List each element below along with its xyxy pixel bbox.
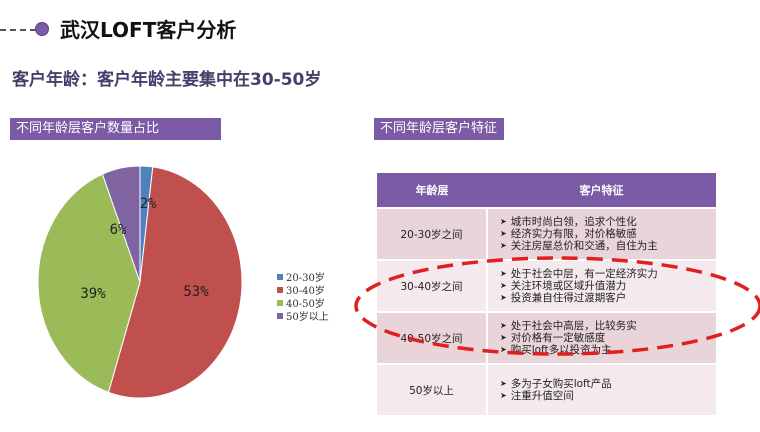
age-cell: 30-40岁之间 xyxy=(377,259,487,312)
header-bullet-dot xyxy=(35,22,49,36)
legend-swatch xyxy=(277,299,283,306)
header-age: 年龄层 xyxy=(377,173,487,208)
table-section-banner: 不同年龄层客户特征 xyxy=(374,118,504,140)
feature-text: 多为子女购买loft产品 xyxy=(510,378,612,390)
page-title: 武汉LOFT客户分析 xyxy=(60,18,237,42)
arrow-bullet-icon: ➤ xyxy=(500,217,507,226)
arrow-bullet-icon: ➤ xyxy=(500,345,507,354)
age-cell: 50岁以上 xyxy=(377,363,487,415)
feature-item: ➤ 购买loft多以投资为主 xyxy=(500,344,715,356)
pie-slice-3 xyxy=(101,165,141,283)
feature-text: 关注房屋总价和交通，自住为主 xyxy=(510,240,658,252)
table-row: 40-50岁之间 ➤ 处于社会中高层，比较务实 ➤ 对价格有一定敏感度 ➤ 购买lof… xyxy=(377,311,716,364)
table-row: 20-30岁之间 ➤ 城市时尚白领，追求个性化 ➤ 经济实力有限，对价格敏感 ➤ 关注… xyxy=(377,207,716,260)
feature-item: ➤ 关注环境或区域升值潜力 xyxy=(500,280,715,292)
pie-section-banner: 不同年龄层客户数量占比 xyxy=(10,118,221,140)
feature-item: ➤ 处于社会中高层，比较务实 xyxy=(500,320,715,332)
arrow-bullet-icon: ➤ xyxy=(500,241,507,250)
legend-item: 40-50岁 xyxy=(277,296,329,310)
legend-item: 50岁以上 xyxy=(277,309,329,323)
feature-text: 对价格有一定敏感度 xyxy=(510,332,606,344)
feature-text: 处于社会中高层，比较务实 xyxy=(510,320,637,332)
pie-data-label-2: 39% xyxy=(80,286,106,302)
feature-text: 投资兼自住得过渡期客户 xyxy=(510,292,627,304)
feature-item: ➤ 城市时尚白领，追求个性化 xyxy=(500,216,715,228)
page-subtitle: 客户年龄：客户年龄主要集中在30-50岁 xyxy=(12,70,322,90)
feature-item: ➤ 经济实力有限，对价格敏感 xyxy=(500,228,715,240)
age-cell: 40-50岁之间 xyxy=(377,311,487,364)
feature-item: ➤ 关注房屋总价和交通，自住为主 xyxy=(500,240,715,252)
feature-item: ➤ 多为子女购买loft产品 xyxy=(500,378,715,390)
feature-cell: ➤ 处于社会中高层，比较务实 ➤ 对价格有一定敏感度 ➤ 购买loft多以投资为主 xyxy=(486,311,716,364)
feature-table: 年龄层 客户特征 20-30岁之间 ➤ 城市时尚白领，追求个性化 ➤ 经济实力有限，… xyxy=(377,173,716,415)
feature-item: ➤ 对价格有一定敏感度 xyxy=(500,332,715,344)
legend-swatch xyxy=(277,286,283,293)
feature-text: 注重升值空间 xyxy=(510,390,574,402)
table-row: 30-40岁之间 ➤ 处于社会中层，有一定经济实力 ➤ 关注环境或区域升值潜力 ➤ 投… xyxy=(377,259,716,312)
pie-data-label-0: 2% xyxy=(140,196,157,212)
arrow-bullet-icon: ➤ xyxy=(500,281,507,290)
header-dash-line xyxy=(0,29,36,31)
feature-text: 购买loft多以投资为主 xyxy=(510,344,612,356)
pie-legend: 20-30岁 30-40岁 40-50岁 50岁以上 xyxy=(277,270,329,323)
feature-text: 处于社会中层，有一定经济实力 xyxy=(510,268,658,280)
legend-item: 20-30岁 xyxy=(277,270,329,284)
feature-cell: ➤ 城市时尚白领，追求个性化 ➤ 经济实力有限，对价格敏感 ➤ 关注房屋总价和交通，自… xyxy=(486,207,716,260)
feature-text: 关注环境或区域升值潜力 xyxy=(510,280,627,292)
legend-label: 40-50岁 xyxy=(286,299,325,310)
header-features: 客户特征 xyxy=(487,173,716,208)
legend-item: 30-40岁 xyxy=(277,283,329,297)
legend-label: 30-40岁 xyxy=(286,286,325,297)
feature-item: ➤ 注重升值空间 xyxy=(500,390,715,402)
arrow-bullet-icon: ➤ xyxy=(500,229,507,238)
pie-slice-2 xyxy=(37,173,141,393)
pie-chart: 2% 53% 39% 6% xyxy=(37,165,243,399)
feature-cell: ➤ 多为子女购买loft产品 ➤ 注重升值空间 xyxy=(486,363,716,415)
arrow-bullet-icon: ➤ xyxy=(500,391,507,400)
table-row: 50岁以上 ➤ 多为子女购买loft产品 ➤ 注重升值空间 xyxy=(377,363,716,415)
table-header-row: 年龄层 客户特征 xyxy=(377,173,716,208)
legend-label: 20-30岁 xyxy=(286,273,325,284)
feature-text: 城市时尚白领，追求个性化 xyxy=(510,216,637,228)
legend-swatch xyxy=(277,312,283,319)
arrow-bullet-icon: ➤ xyxy=(500,379,507,388)
pie-data-label-1: 53% xyxy=(183,284,209,300)
feature-item: ➤ 投资兼自住得过渡期客户 xyxy=(500,292,715,304)
age-cell: 20-30岁之间 xyxy=(377,207,487,260)
feature-cell: ➤ 处于社会中层，有一定经济实力 ➤ 关注环境或区域升值潜力 ➤ 投资兼自住得过渡期客… xyxy=(486,259,716,312)
arrow-bullet-icon: ➤ xyxy=(500,269,507,278)
arrow-bullet-icon: ➤ xyxy=(500,321,507,330)
feature-item: ➤ 处于社会中层，有一定经济实力 xyxy=(500,268,715,280)
legend-swatch xyxy=(277,273,283,280)
arrow-bullet-icon: ➤ xyxy=(500,333,507,342)
pie-slice-1 xyxy=(107,166,243,399)
legend-label: 50岁以上 xyxy=(286,312,329,323)
feature-text: 经济实力有限，对价格敏感 xyxy=(510,228,637,240)
arrow-bullet-icon: ➤ xyxy=(500,293,507,302)
pie-data-label-3: 6% xyxy=(110,222,127,238)
